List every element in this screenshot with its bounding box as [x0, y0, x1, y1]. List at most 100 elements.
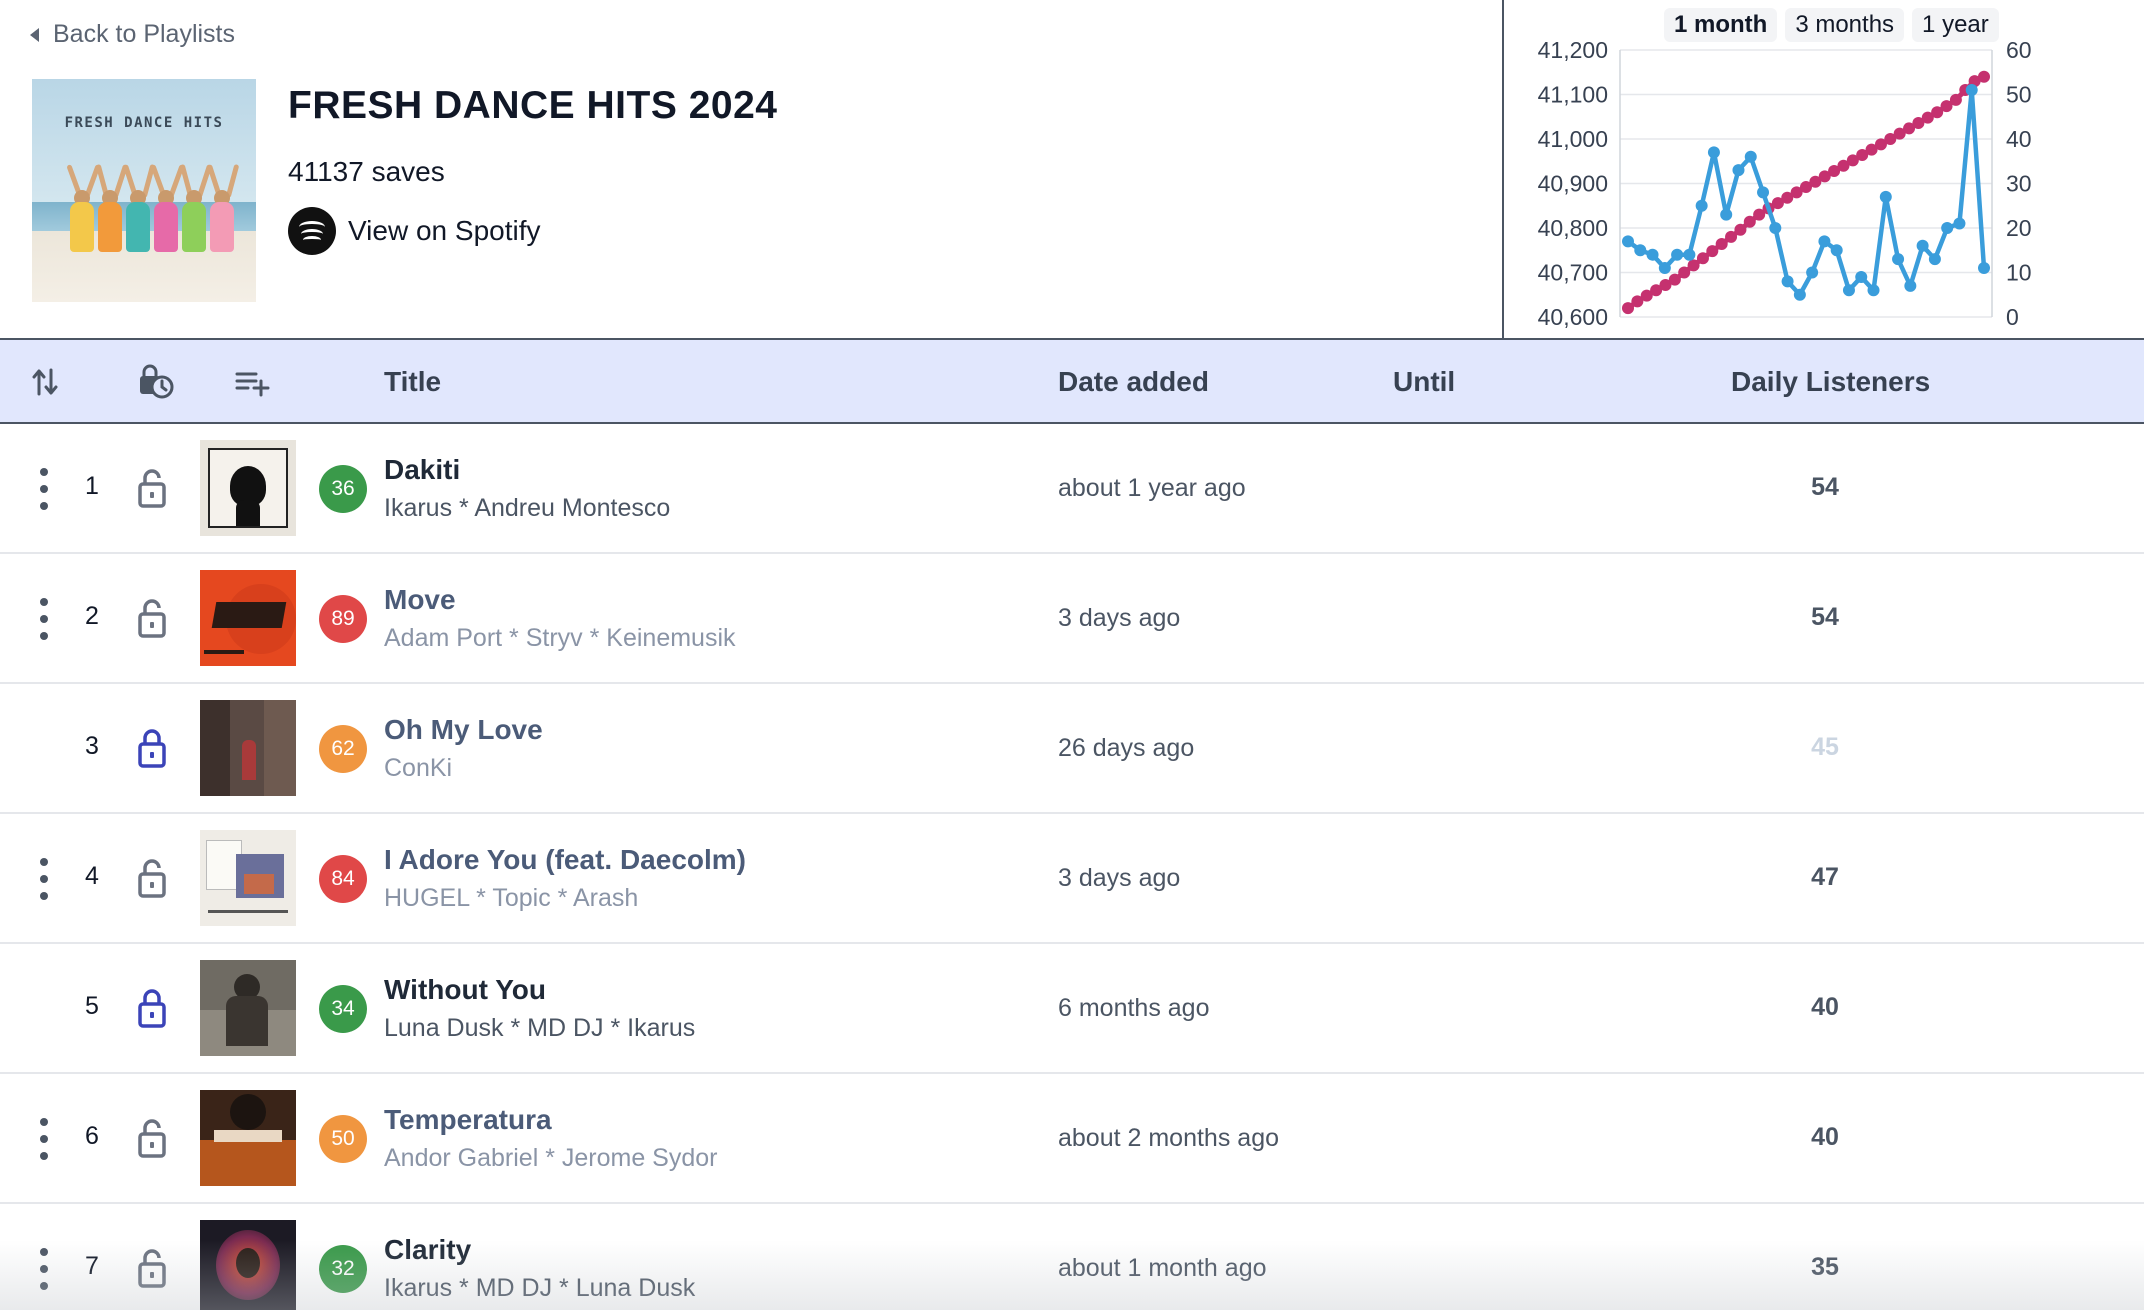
range-tab-1-month[interactable]: 1 month	[1664, 8, 1778, 42]
data-point-right[interactable]	[1879, 190, 1892, 203]
header-date-added[interactable]: Date added	[1058, 366, 1209, 397]
data-point-left[interactable]	[1622, 302, 1634, 315]
data-point-right[interactable]	[1769, 222, 1782, 234]
data-point-left[interactable]	[1940, 100, 1953, 113]
data-point-left[interactable]	[1715, 238, 1728, 251]
kebab-menu-icon[interactable]	[34, 1118, 54, 1160]
data-point-left[interactable]	[1800, 181, 1812, 194]
data-point-right[interactable]	[1793, 288, 1806, 301]
kebab-menu-icon[interactable]	[34, 858, 54, 900]
data-point-left[interactable]	[1809, 175, 1822, 188]
track-title[interactable]: I Adore You (feat. Daecolm)	[384, 844, 746, 875]
track-row-6[interactable]: 6 50 Temperatura Andor Gabriel * Jerome …	[0, 1074, 2144, 1204]
data-point-left[interactable]	[1818, 170, 1831, 183]
data-point-right[interactable]	[1928, 253, 1941, 266]
track-row-5[interactable]: 5 34 Without You Luna Dusk * MD DJ * Ika…	[0, 944, 2144, 1074]
data-point-left[interactable]	[1903, 122, 1916, 135]
data-point-right[interactable]	[1732, 164, 1745, 177]
unlock-icon[interactable]	[137, 1118, 167, 1158]
data-point-right[interactable]	[1978, 262, 1990, 275]
data-point-right[interactable]	[1916, 239, 1929, 252]
view-on-spotify-link[interactable]: View on Spotify	[288, 207, 541, 255]
data-point-left[interactable]	[1978, 70, 1990, 83]
header-until[interactable]: Until	[1393, 366, 1456, 397]
data-point-right[interactable]	[1818, 235, 1831, 248]
data-point-right[interactable]	[1855, 270, 1868, 283]
data-point-right[interactable]	[1806, 266, 1819, 279]
data-point-right[interactable]	[1757, 186, 1770, 199]
sort-icon[interactable]	[28, 340, 62, 424]
data-point-right[interactable]	[1707, 146, 1720, 159]
data-point-right[interactable]	[1744, 150, 1757, 163]
track-row-3[interactable]: 3 62 Oh My Love ConKi 26 days ago 45	[0, 684, 2144, 814]
data-point-right[interactable]	[1671, 248, 1684, 261]
data-point-left[interactable]	[1884, 133, 1897, 145]
unlock-icon[interactable]	[137, 858, 167, 898]
lock-icon[interactable]	[137, 728, 167, 768]
back-link[interactable]: Back to Playlists	[30, 20, 235, 49]
range-tab-3-months[interactable]: 3 months	[1785, 8, 1905, 42]
data-point-left[interactable]	[1753, 208, 1766, 221]
data-point-left[interactable]	[1668, 273, 1681, 286]
data-point-right[interactable]	[1953, 217, 1966, 230]
unlock-icon[interactable]	[137, 468, 167, 508]
track-row-1[interactable]: 1 36 Dakiti Ikarus * Andreu Montesco abo…	[0, 424, 2144, 554]
track-title[interactable]: Temperatura	[384, 1104, 552, 1135]
data-point-right[interactable]	[1781, 275, 1794, 288]
data-point-left[interactable]	[1874, 138, 1887, 151]
data-point-left[interactable]	[1706, 245, 1719, 258]
data-point-left[interactable]	[1650, 284, 1663, 297]
unlock-icon[interactable]	[137, 1248, 167, 1288]
data-point-right[interactable]	[1720, 208, 1733, 221]
range-tab-1-year[interactable]: 1 year	[1912, 8, 1999, 42]
data-point-right[interactable]	[1892, 253, 1905, 266]
track-title[interactable]: Move	[384, 584, 456, 615]
data-point-left[interactable]	[1771, 197, 1784, 210]
data-point-left[interactable]	[1696, 252, 1709, 265]
data-point-right[interactable]	[1842, 284, 1855, 297]
track-title[interactable]: Dakiti	[384, 454, 461, 485]
kebab-menu-icon[interactable]	[34, 598, 54, 640]
data-point-left[interactable]	[1931, 106, 1944, 119]
data-point-right[interactable]	[1622, 235, 1634, 248]
data-point-right[interactable]	[1904, 279, 1917, 292]
track-row-2[interactable]: 2 89 Move Adam Port * Stryv * Keinemusik…	[0, 554, 2144, 684]
playlist-add-icon[interactable]	[232, 340, 272, 424]
data-point-right[interactable]	[1646, 248, 1659, 261]
data-point-left[interactable]	[1659, 278, 1672, 291]
lock-icon[interactable]	[137, 988, 167, 1028]
data-point-left[interactable]	[1640, 289, 1653, 302]
data-point-right[interactable]	[1867, 284, 1880, 297]
track-row-4[interactable]: 4 84 I Adore You (feat. Daecolm) HUGEL *…	[0, 814, 2144, 944]
data-point-left[interactable]	[1949, 93, 1962, 106]
data-point-right[interactable]	[1683, 248, 1696, 261]
data-point-left[interactable]	[1743, 215, 1756, 228]
data-point-left[interactable]	[1856, 149, 1869, 162]
track-title[interactable]: Clarity	[384, 1234, 472, 1265]
data-point-right[interactable]	[1830, 244, 1843, 257]
data-point-left[interactable]	[1631, 295, 1644, 308]
track-title[interactable]: Oh My Love	[384, 714, 543, 745]
unlock-icon[interactable]	[137, 598, 167, 638]
data-point-left[interactable]	[1893, 127, 1906, 140]
data-point-right[interactable]	[1658, 262, 1671, 275]
data-point-right[interactable]	[1941, 222, 1954, 234]
data-point-left[interactable]	[1725, 230, 1738, 243]
data-point-right[interactable]	[1965, 84, 1978, 97]
data-point-right[interactable]	[1695, 199, 1708, 212]
data-point-left[interactable]	[1828, 165, 1841, 178]
data-point-left[interactable]	[1678, 266, 1691, 279]
data-point-left[interactable]	[1921, 111, 1934, 124]
data-point-left[interactable]	[1781, 191, 1794, 204]
history-lock-icon[interactable]	[136, 340, 176, 424]
data-point-left[interactable]	[1912, 116, 1925, 129]
data-point-left[interactable]	[1734, 223, 1747, 236]
header-daily-listeners[interactable]: Daily Listeners	[1731, 366, 1931, 397]
data-point-left[interactable]	[1687, 259, 1700, 272]
kebab-menu-icon[interactable]	[34, 1248, 54, 1290]
data-point-left[interactable]	[1846, 154, 1859, 167]
header-title[interactable]: Title	[384, 366, 442, 397]
track-title[interactable]: Without You	[384, 974, 546, 1005]
data-point-right[interactable]	[1634, 244, 1647, 257]
data-point-left[interactable]	[1865, 143, 1878, 156]
